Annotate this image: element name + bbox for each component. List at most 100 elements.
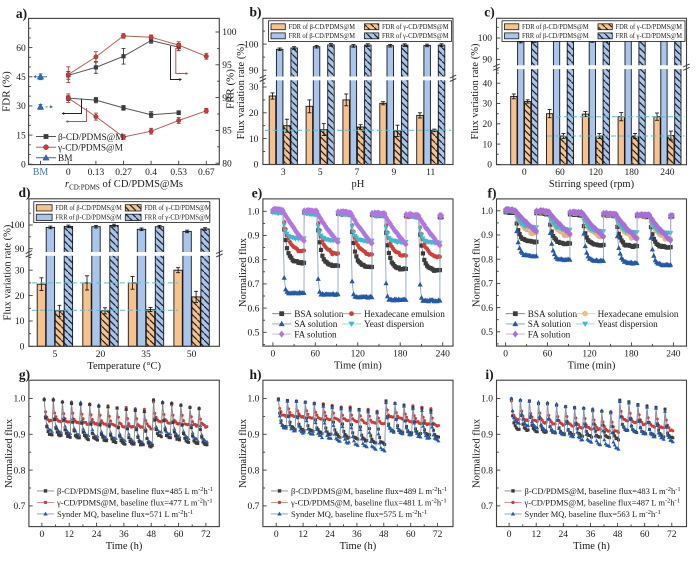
svg-text:0.53: 0.53 (170, 168, 187, 178)
svg-text:Hexadecane emulsion: Hexadecane emulsion (364, 309, 445, 319)
svg-text:90: 90 (222, 94, 232, 104)
svg-text:Time (min): Time (min) (568, 361, 616, 372)
svg-text:Flux variation rate (%): Flux variation rate (%) (236, 43, 247, 139)
svg-text:FDR of γ-CD/PDMS@M: FDR of γ-CD/PDMS@M (382, 22, 449, 31)
svg-text:Synder MQ, baseline flux=563 L: Synder MQ, baseline flux=563 L m-2h-1 (525, 509, 661, 519)
svg-text:36: 36 (352, 530, 362, 540)
svg-text:0: 0 (507, 530, 512, 540)
svg-text:1.0: 1.0 (481, 207, 493, 217)
svg-text:24: 24 (325, 530, 335, 540)
svg-text:90: 90 (483, 56, 493, 66)
svg-text:Time (min): Time (min) (334, 361, 382, 372)
svg-text:20: 20 (15, 292, 25, 302)
svg-text:0.8: 0.8 (14, 466, 26, 476)
svg-text:60: 60 (543, 350, 553, 360)
svg-text:SA solution: SA solution (528, 319, 572, 329)
svg-text:7: 7 (355, 168, 360, 178)
svg-text:120: 120 (582, 350, 597, 360)
svg-text:90: 90 (15, 245, 25, 255)
svg-text:0: 0 (522, 168, 527, 178)
svg-text:0.5: 0.5 (248, 329, 260, 339)
svg-text:h): h) (249, 367, 261, 382)
svg-text:48: 48 (146, 530, 156, 540)
svg-text:Synder MQ, baseline flux=571 L: Synder MQ, baseline flux=571 L m-2h-1 (57, 509, 193, 519)
svg-text:0.8: 0.8 (481, 255, 493, 265)
svg-text:0.67: 0.67 (198, 168, 215, 178)
svg-text:0.9: 0.9 (481, 231, 493, 241)
svg-text:1.0: 1.0 (248, 395, 260, 405)
svg-text:95: 95 (222, 61, 232, 71)
svg-text:85: 85 (222, 127, 232, 137)
svg-text:11: 11 (426, 168, 435, 178)
svg-text:BSA solution: BSA solution (528, 309, 578, 319)
svg-text:Normalized flux: Normalized flux (472, 237, 483, 307)
svg-text:40: 40 (483, 79, 493, 89)
svg-text:0.6: 0.6 (481, 304, 493, 314)
svg-text:9: 9 (392, 168, 397, 178)
svg-text:60: 60 (311, 350, 321, 360)
svg-text:60: 60 (16, 44, 26, 54)
svg-text:FRR of γ-CD/PDMS@M: FRR of γ-CD/PDMS@M (616, 31, 683, 40)
svg-text:12: 12 (531, 530, 541, 540)
svg-text:12: 12 (64, 530, 74, 540)
svg-text:48: 48 (379, 530, 389, 540)
svg-text:Yeast dispersion: Yeast dispersion (364, 319, 424, 329)
svg-text:30: 30 (16, 102, 26, 112)
svg-text:pH: pH (351, 179, 364, 190)
svg-text:72: 72 (433, 530, 443, 540)
svg-text:Stirring speed (rpm): Stirring speed (rpm) (549, 179, 635, 190)
svg-text:Temperature (°C): Temperature (°C) (87, 361, 161, 372)
svg-text:Normalized flux: Normalized flux (238, 418, 249, 488)
svg-text:0.27: 0.27 (115, 168, 132, 178)
svg-text:0.8: 0.8 (481, 466, 493, 476)
svg-text:SA solution: SA solution (294, 319, 338, 329)
svg-text:36: 36 (586, 530, 596, 540)
svg-text:180: 180 (393, 350, 408, 360)
svg-text:60: 60 (174, 530, 184, 540)
svg-text:γ-CD/PDMS@M, baseline flux=481: γ-CD/PDMS@M, baseline flux=481 L m-2h-1 (290, 498, 447, 508)
svg-text:90: 90 (249, 66, 259, 76)
svg-text:FA solution: FA solution (294, 329, 337, 339)
svg-text:FDR of γ-CD/PDMS@M: FDR of γ-CD/PDMS@M (616, 22, 683, 31)
svg-text:0.13: 0.13 (88, 168, 105, 178)
svg-text:100: 100 (244, 40, 259, 50)
svg-text:0.6: 0.6 (248, 304, 260, 314)
svg-text:1.0: 1.0 (481, 395, 493, 405)
svg-text:rCD:PDMS of CD/PDMS@Ms: rCD:PDMS of CD/PDMS@Ms (65, 179, 183, 192)
svg-text:35: 35 (141, 350, 151, 360)
svg-text:β-CD/PDMS@M: β-CD/PDMS@M (58, 133, 123, 143)
svg-text:Normalized flux: Normalized flux (238, 237, 249, 307)
svg-text:f): f) (488, 185, 497, 200)
svg-text:Normalized flux: Normalized flux (472, 418, 483, 488)
svg-text:e): e) (252, 185, 263, 200)
svg-text:0.9: 0.9 (248, 431, 260, 441)
svg-text:50: 50 (187, 350, 197, 360)
svg-text:FRR of γ-CD/PDMS@M: FRR of γ-CD/PDMS@M (144, 213, 211, 222)
svg-text:240: 240 (666, 350, 681, 360)
svg-text:0.5: 0.5 (481, 328, 493, 338)
svg-text:FDR of γ-CD/PDMS@M: FDR of γ-CD/PDMS@M (144, 203, 211, 212)
svg-text:FA solution: FA solution (528, 329, 571, 339)
svg-text:5: 5 (318, 168, 323, 178)
svg-text:β-CD/PDMS@M, baseline flux=489: β-CD/PDMS@M, baseline flux=489 L m-2h-1 (291, 486, 447, 496)
svg-text:72: 72 (667, 530, 677, 540)
svg-text:30: 30 (15, 266, 25, 276)
svg-text:FRR of β-CD/PDMS@M: FRR of β-CD/PDMS@M (55, 213, 122, 222)
svg-text:72: 72 (201, 530, 211, 540)
svg-text:0.8: 0.8 (248, 466, 260, 476)
svg-text:60: 60 (555, 168, 565, 178)
svg-text:0: 0 (20, 343, 25, 353)
svg-text:Time (h): Time (h) (573, 541, 610, 552)
svg-text:β-CD/PDMS@M, baseline flux=483: β-CD/PDMS@M, baseline flux=483 L m-2h-1 (525, 486, 681, 496)
svg-text:g): g) (19, 367, 30, 382)
svg-text:FRR of β-CD/PDMS@M: FRR of β-CD/PDMS@M (522, 31, 589, 40)
svg-text:Time (h): Time (h) (106, 541, 143, 552)
svg-text:0.9: 0.9 (14, 431, 26, 441)
svg-text:0: 0 (503, 350, 508, 360)
svg-text:1.0: 1.0 (14, 395, 26, 405)
svg-text:0: 0 (66, 168, 71, 178)
svg-text:100: 100 (222, 28, 237, 38)
svg-text:FDR of β-CD/PDMS@M: FDR of β-CD/PDMS@M (55, 203, 122, 212)
svg-text:0.7: 0.7 (14, 502, 26, 512)
svg-text:45: 45 (16, 73, 26, 83)
